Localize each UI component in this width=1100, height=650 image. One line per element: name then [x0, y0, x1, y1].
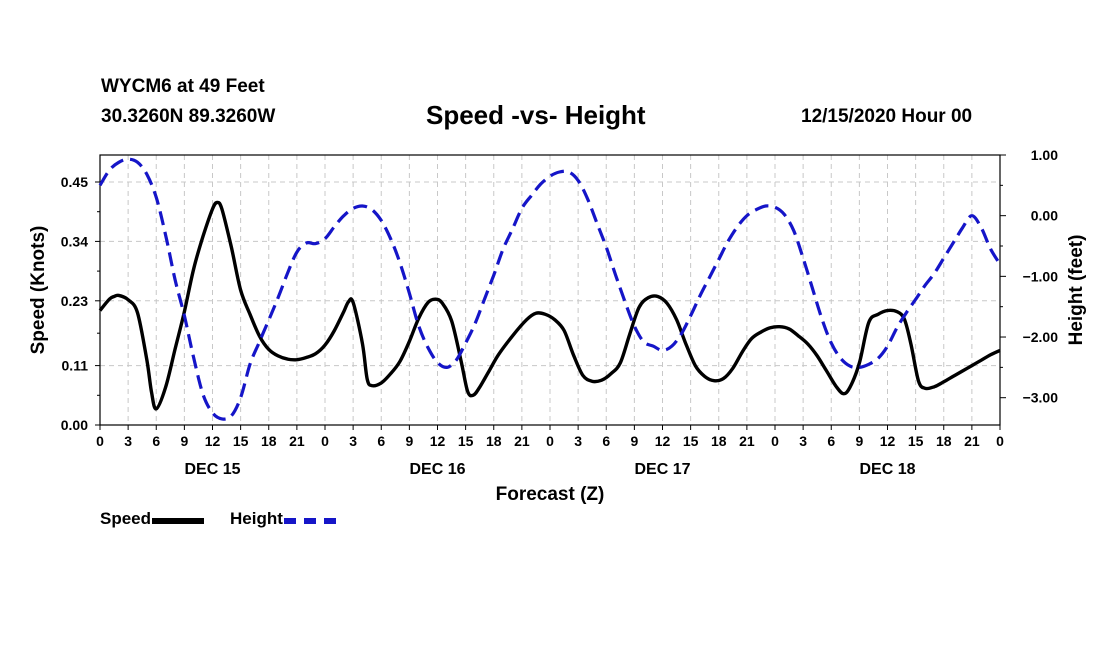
x-axis-label: Forecast (Z)	[496, 484, 605, 505]
x-tick-label: 12	[880, 433, 896, 449]
x-tick-label: 21	[739, 433, 755, 449]
series-line-speed	[98, 200, 1001, 411]
legend-label-height: Height	[230, 509, 283, 528]
y-right-tick-label: 1.00	[1031, 147, 1058, 163]
x-tick-label: 6	[152, 433, 160, 449]
y-axis-right: 1.00 0.00 −1.00 −2.00 −3.00	[1000, 147, 1058, 406]
x-tick-label: 15	[233, 433, 249, 449]
legend-swatch-speed	[152, 517, 205, 524]
y-right-tick-label: −1.00	[1023, 268, 1059, 284]
x-tick-label: 0	[771, 433, 779, 449]
x-tick-label: 15	[458, 433, 474, 449]
legend-label-speed: Speed	[100, 509, 152, 528]
x-tick-label: 3	[799, 433, 807, 449]
x-tick-label: 15	[683, 433, 699, 449]
y-right-tick-label: −3.00	[1023, 390, 1059, 406]
y-right-tick-label: −2.00	[1023, 329, 1059, 345]
x-tick-label: 12	[655, 433, 671, 449]
x-tick-label: 9	[405, 433, 413, 449]
x-tick-label: 0	[996, 433, 1004, 449]
x-tick-label: 0	[96, 433, 104, 449]
x-tick-label: 0	[546, 433, 554, 449]
y-left-tick-label: 0.11	[62, 358, 89, 374]
y-axis-label-left: Speed (Knots)	[28, 226, 49, 355]
x-tick-label: 21	[289, 433, 305, 449]
x-tick-label: 0	[321, 433, 329, 449]
legend-item-height: Height	[230, 509, 336, 529]
x-tick-label: 18	[486, 433, 502, 449]
x-tick-label: 15	[908, 433, 924, 449]
y-axis-label-right: Height (feet)	[1066, 235, 1087, 346]
chart-title: Speed -vs- Height	[426, 100, 646, 130]
legend-swatch-height	[283, 517, 336, 524]
day-label: DEC 16	[409, 461, 465, 478]
series-line-height	[98, 157, 1002, 421]
x-tick-label: 21	[514, 433, 530, 449]
x-tick-label: 18	[261, 433, 277, 449]
x-tick-label: 3	[349, 433, 357, 449]
x-tick-label: 9	[855, 433, 863, 449]
x-tick-label: 3	[574, 433, 582, 449]
x-tick-label: 18	[936, 433, 952, 449]
day-label: DEC 17	[634, 461, 690, 478]
x-tick-label: 3	[124, 433, 132, 449]
y-right-tick-label: 0.00	[1031, 208, 1058, 224]
y-left-tick-label: 0.34	[61, 233, 88, 249]
x-tick-label: 18	[711, 433, 727, 449]
station-coordinates: 30.3260N 89.3260W	[101, 106, 276, 127]
grid-lines	[100, 155, 1000, 425]
x-tick-label: 6	[377, 433, 385, 449]
forecast-date: 12/15/2020 Hour 00	[801, 106, 973, 127]
y-left-tick-label: 0.00	[61, 417, 88, 433]
x-tick-label: 21	[964, 433, 980, 449]
y-axis-left: 0.00 0.11 0.23 0.34 0.45	[61, 174, 100, 433]
y-left-tick-label: 0.23	[61, 293, 88, 309]
x-tick-label: 9	[180, 433, 188, 449]
x-tick-label: 9	[630, 433, 638, 449]
x-tick-label: 6	[602, 433, 610, 449]
y-left-tick-label: 0.45	[61, 174, 88, 190]
day-label: DEC 18	[859, 461, 915, 478]
day-label: DEC 15	[184, 461, 240, 478]
x-tick-label: 12	[205, 433, 221, 449]
series-layer	[98, 157, 1002, 421]
x-axis: 0 3 6 9 12 15 18 21 0 3 6 9 12 15 18 21 0 3 6 9 12 15 18 21 0 3 6 9…	[96, 425, 1004, 478]
x-tick-label: 6	[827, 433, 835, 449]
legend-item-speed: Speed	[100, 509, 205, 529]
x-tick-label: 12	[430, 433, 446, 449]
station-name: WYCM6 at 49 Feet	[101, 76, 265, 97]
